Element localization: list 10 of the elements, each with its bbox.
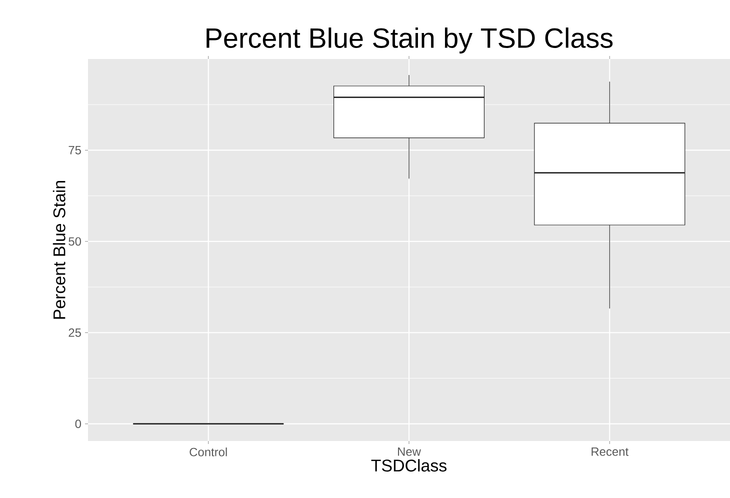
y-tick-label: 25 — [68, 328, 81, 337]
x-axis-title: TSDClass — [371, 459, 446, 472]
y-tick-label: 75 — [68, 146, 81, 154]
x-tick-label: New — [398, 448, 421, 456]
x-tick-label: Recent — [592, 448, 628, 456]
y-tick-label: 0 — [75, 420, 82, 428]
y-axis-title: Percent Blue Stain — [52, 180, 66, 319]
y-tick-label: 50 — [68, 237, 82, 246]
chart-title: Percent Blue Stain by TSD Class — [206, 28, 613, 54]
x-tick-label: Control — [190, 448, 227, 456]
